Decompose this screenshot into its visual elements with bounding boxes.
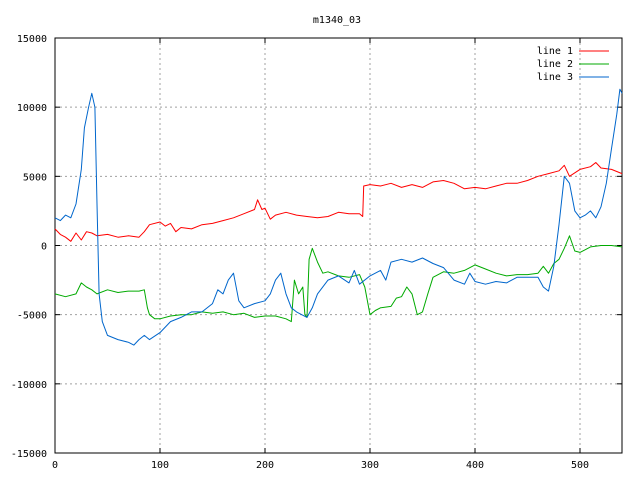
legend-label-1: line 1 [537,46,573,57]
x-tick-label: 100 [151,460,169,471]
x-tick-label: 500 [571,460,589,471]
x-tick-label: 0 [52,460,58,471]
y-tick-label: 0 [41,242,47,253]
legend-label-2: line 2 [537,59,573,70]
y-tick-label: -5000 [17,311,47,322]
series-group [54,88,623,346]
x-tick-label: 300 [361,460,379,471]
y-tick-label: -15000 [11,449,47,460]
x-tick-label: 200 [256,460,274,471]
series-line-1 [54,162,623,242]
y-tick-label: 5000 [23,172,47,183]
series-line-2 [54,235,623,323]
x-tick-label: 400 [466,460,484,471]
legend: line 1 line 2 line 3 [537,46,609,83]
legend-label-3: line 3 [537,72,573,83]
series-line-3 [54,88,623,346]
y-tick-label: 15000 [17,34,47,45]
chart-title: m1340_03 [313,15,361,26]
y-tick-label: -10000 [11,380,47,391]
y-tick-label: 10000 [17,103,47,114]
grid-lines [55,38,622,453]
axes: 0 100 200 300 400 500 -15000 -10000 -5000 0 5000 10… [11,34,622,471]
